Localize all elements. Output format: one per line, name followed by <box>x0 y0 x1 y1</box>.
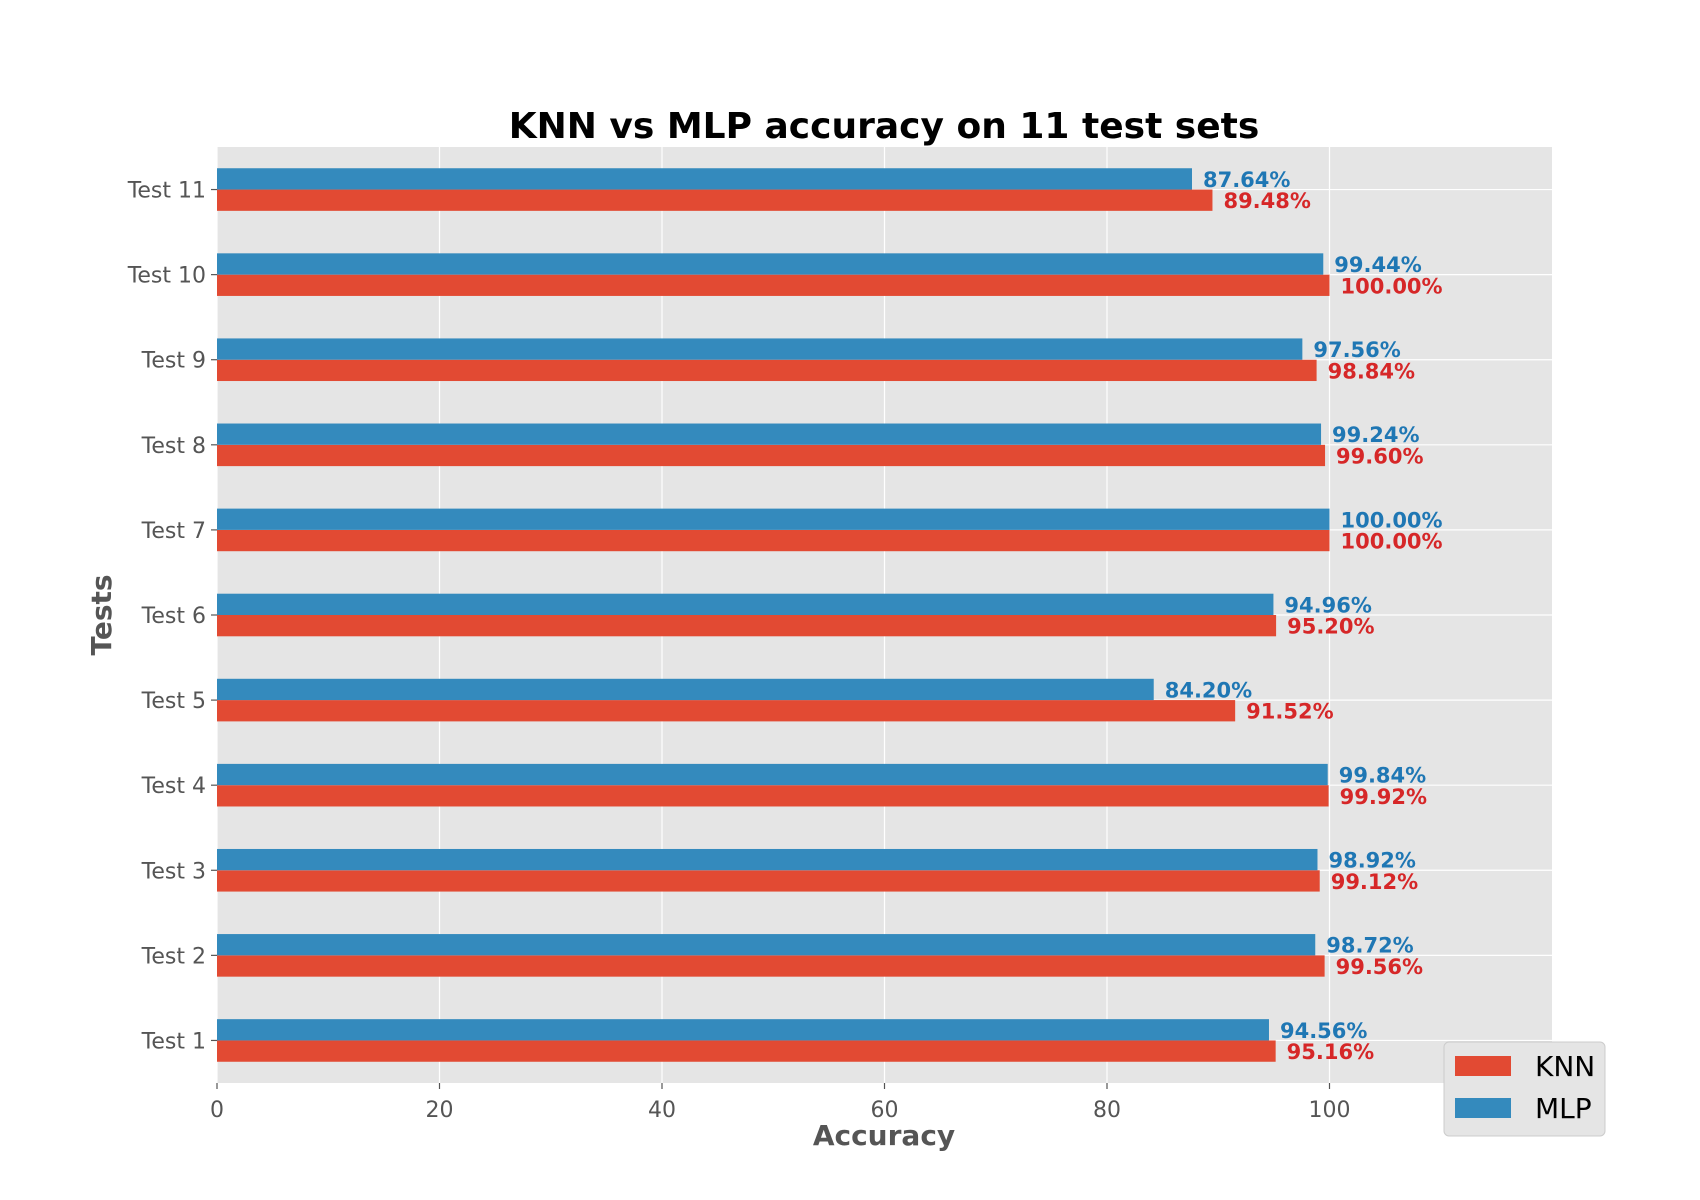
mlp-bar <box>217 848 1318 871</box>
mlp-bar <box>217 423 1322 445</box>
mlp-data-label: 97.56% <box>1313 338 1400 362</box>
mlp-bar <box>217 593 1274 615</box>
mlp-data-label: 94.96% <box>1284 593 1371 617</box>
knn-data-label: 89.48% <box>1223 189 1310 213</box>
x-axis-label: Accuracy <box>813 1119 955 1152</box>
legend-label-knn: KNN <box>1535 1050 1595 1083</box>
x-tick-label: 0 <box>210 1098 224 1123</box>
mlp-bar <box>217 253 1324 275</box>
mlp-bar <box>217 934 1316 956</box>
knn-data-label: 99.12% <box>1331 870 1418 894</box>
y-tick-label: Test 11 <box>127 179 206 204</box>
knn-data-label: 99.92% <box>1340 785 1427 809</box>
knn-bar <box>217 870 1320 892</box>
y-axis-label: Tests <box>85 574 118 655</box>
knn-bar <box>217 955 1325 977</box>
knn-bar <box>217 359 1317 382</box>
legend-swatch-mlp <box>1455 1098 1511 1118</box>
knn-bar <box>217 785 1329 807</box>
y-tick-label: Test 1 <box>141 1029 206 1054</box>
data-labels: 95.16% 99.56% 99.12% 99.92% 91.52% 95.20% 100.… <box>1165 168 1443 1064</box>
legend-label-mlp: MLP <box>1535 1092 1592 1125</box>
x-tick-label: 100 <box>1309 1098 1351 1123</box>
knn-bar <box>217 529 1330 552</box>
knn-data-label: 95.20% <box>1287 615 1374 639</box>
legend: KNN MLP <box>1443 1041 1606 1137</box>
mlp-bar <box>217 168 1192 190</box>
mlp-bar <box>217 1019 1269 1041</box>
x-tick-label: 20 <box>426 1098 454 1123</box>
y-tick-label: Test 5 <box>141 689 206 714</box>
knn-data-label: 95.16% <box>1287 1040 1374 1064</box>
knn-bar <box>217 444 1326 467</box>
legend-swatch-knn <box>1455 1056 1511 1076</box>
mlp-bar <box>217 763 1328 786</box>
ticks: 0 20 40 60 80 100 Test 1 Test 2 Test 3 Test 4 Test… <box>127 179 1351 1123</box>
mlp-bar <box>217 678 1154 701</box>
knn-data-label: 100.00% <box>1341 274 1443 298</box>
knn-data-label: 100.00% <box>1341 530 1443 554</box>
knn-bar <box>217 615 1277 637</box>
knn-bar <box>217 700 1236 722</box>
knn-data-label: 98.84% <box>1328 359 1415 383</box>
mlp-data-label: 98.72% <box>1326 934 1413 958</box>
mlp-data-label: 99.84% <box>1339 764 1426 788</box>
mlp-data-label: 98.92% <box>1328 849 1415 873</box>
mlp-data-label: 100.00% <box>1341 508 1443 532</box>
y-tick-label: Test 10 <box>127 264 206 289</box>
x-tick-label: 80 <box>1093 1098 1121 1123</box>
y-tick-label: Test 7 <box>141 519 206 544</box>
knn-data-label: 99.60% <box>1336 444 1423 468</box>
y-tick-label: Test 6 <box>141 604 206 629</box>
y-tick-label: Test 3 <box>141 859 206 884</box>
mlp-data-label: 99.44% <box>1334 253 1421 277</box>
mlp-bar <box>217 338 1303 360</box>
knn-data-label: 99.56% <box>1336 955 1423 979</box>
bars <box>217 168 1330 1062</box>
y-tick-label: Test 9 <box>141 349 206 374</box>
y-tick-label: Test 4 <box>141 774 206 799</box>
knn-data-label: 91.52% <box>1246 700 1333 724</box>
mlp-data-label: 94.56% <box>1280 1019 1367 1043</box>
y-tick-label: Test 8 <box>141 434 206 459</box>
mlp-data-label: 84.20% <box>1165 678 1252 702</box>
chart-title: KNN vs MLP accuracy on 11 test sets <box>509 106 1260 147</box>
mlp-data-label: 87.64% <box>1203 168 1290 192</box>
knn-bar <box>217 189 1213 211</box>
knn-bar <box>217 1040 1276 1062</box>
mlp-data-label: 99.24% <box>1332 423 1419 447</box>
x-tick-label: 60 <box>871 1098 899 1123</box>
knn-bar <box>217 274 1330 296</box>
x-tick-label: 40 <box>648 1098 676 1123</box>
mlp-bar <box>217 508 1330 530</box>
y-tick-label: Test 2 <box>141 944 206 969</box>
